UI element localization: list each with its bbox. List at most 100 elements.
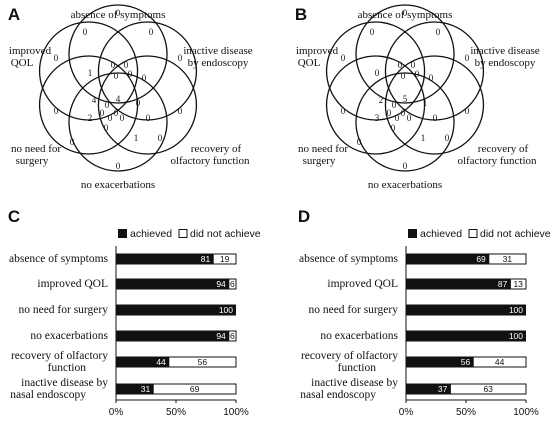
venn-region-count: 0 xyxy=(83,27,88,37)
venn-region-count: 0 xyxy=(142,73,147,83)
venn-region-count: 0 xyxy=(436,27,441,37)
venn-region-count: 0 xyxy=(178,106,183,116)
venn-region-count: 0 xyxy=(391,123,396,133)
data-label-not-achieved: 44 xyxy=(495,357,505,367)
venn-region-count: 1 xyxy=(423,98,428,108)
venn-region-count: 4 xyxy=(116,94,121,104)
bar-achieved xyxy=(116,304,236,316)
venn-label-no-exacerbations: no exacerbations xyxy=(81,179,155,191)
venn-region-count: 2 xyxy=(379,95,384,105)
data-label-achieved: 94 xyxy=(216,331,226,341)
category-label: improved QOL xyxy=(37,278,108,290)
venn-circle xyxy=(38,21,139,121)
category-label: no need for surgery xyxy=(308,304,398,316)
bar-achieved xyxy=(406,278,511,290)
venn-label-recovery-olfactory: olfactory function xyxy=(457,155,537,167)
venn-label-no-need-for-surgery: no need for xyxy=(11,143,61,155)
venn-region-count: 0 xyxy=(54,53,59,63)
data-label-achieved: 100 xyxy=(509,331,523,341)
x-tick-label: 100% xyxy=(223,407,249,418)
venn-region-count: 1 xyxy=(134,133,139,143)
data-label-not-achieved: 69 xyxy=(190,384,200,394)
data-label-achieved: 37 xyxy=(438,384,448,394)
venn-region-count: 0 xyxy=(465,106,470,116)
bar-achieved xyxy=(116,356,169,368)
venn-circle xyxy=(97,55,198,155)
venn-region-count: 0 xyxy=(415,69,420,79)
panel-letter-D: D xyxy=(298,207,310,226)
category-label: inactive disease by xyxy=(311,377,398,389)
venn-region-count: 5 xyxy=(403,94,408,104)
venn-region-count: 0 xyxy=(398,60,403,70)
bar-not-achieved xyxy=(472,356,527,368)
category-label: function xyxy=(338,362,377,374)
data-label-achieved: 31 xyxy=(141,384,151,394)
data-label-not-achieved: 31 xyxy=(503,254,513,264)
bar-achieved xyxy=(116,383,154,395)
venn-region-count: 0 xyxy=(158,133,163,143)
venn-region-count: 0 xyxy=(433,113,438,123)
panel-letter-B: B xyxy=(295,5,307,24)
venn-region-count: 0 xyxy=(108,113,113,123)
venn-label-inactive-disease: by endoscopy xyxy=(475,57,536,69)
x-tick-label: 50% xyxy=(166,407,186,418)
bar-not-achieved xyxy=(488,253,527,265)
venn-region-count: 0 xyxy=(146,113,151,123)
category-label: function xyxy=(48,362,87,374)
bar-achieved xyxy=(406,383,451,395)
venn-region-count: 0 xyxy=(392,100,397,110)
x-tick-label: 100% xyxy=(513,407,539,418)
venn-region-count: 0 xyxy=(149,27,154,37)
venn-region-count: 0 xyxy=(120,113,125,123)
bar-achieved xyxy=(116,278,229,290)
venn-region-count: 0 xyxy=(116,161,121,171)
bar-not-achieved xyxy=(509,278,527,290)
data-label-not-achieved: 6 xyxy=(230,331,235,341)
venn-region-count: 0 xyxy=(70,137,75,147)
venn-label-improved-qol: improved xyxy=(9,45,52,57)
data-label-achieved: 94 xyxy=(216,279,226,289)
bar-not-achieved xyxy=(228,330,237,342)
legend-swatch-not-achieved xyxy=(468,229,478,238)
venn-label-inactive-disease: inactive disease xyxy=(183,45,252,57)
category-label: nasal endoscopy xyxy=(10,389,86,401)
bar-achieved xyxy=(406,253,489,265)
legend-swatch-achieved xyxy=(118,229,127,238)
data-label-achieved: 69 xyxy=(476,254,486,264)
bar-achieved xyxy=(406,356,474,368)
bar-achieved xyxy=(406,330,526,342)
venn-label-improved-qol: QOL xyxy=(298,57,321,69)
venn-circle xyxy=(325,21,426,121)
bar-not-achieved xyxy=(212,253,237,265)
venn-label-recovery-olfactory: olfactory function xyxy=(170,155,250,167)
venn-circle xyxy=(384,21,485,121)
venn-label-absence-of-symptoms: absence of symptoms xyxy=(71,9,166,21)
data-label-not-achieved: 6 xyxy=(230,279,235,289)
venn-region-count: 4 xyxy=(92,95,97,105)
data-label-not-achieved: 19 xyxy=(220,254,230,264)
data-label-achieved: 100 xyxy=(509,305,523,315)
bar-chart-C xyxy=(115,229,237,403)
bar-achieved xyxy=(116,253,214,265)
bar-not-achieved xyxy=(168,356,237,368)
venn-circle xyxy=(355,4,455,104)
venn-region-count: 0 xyxy=(100,108,105,118)
venn-circle xyxy=(355,72,455,172)
category-label: nasal endoscopy xyxy=(300,389,376,401)
venn-panel-A xyxy=(38,4,198,172)
venn-region-count: 1 xyxy=(421,133,426,143)
venn-region-count: 0 xyxy=(401,108,406,118)
venn-label-no-need-for-surgery: no need for xyxy=(298,143,348,155)
venn-region-count: 0 xyxy=(445,133,450,143)
venn-region-count: 0 xyxy=(341,106,346,116)
venn-label-improved-qol: improved xyxy=(296,45,339,57)
legend-label-achieved: achieved xyxy=(130,228,172,240)
venn-region-count: 0 xyxy=(403,161,408,171)
venn-region-count: 0 xyxy=(114,71,119,81)
venn-region-count: 0 xyxy=(128,69,133,79)
venn-region-count: 0 xyxy=(114,108,119,118)
data-label-achieved: 87 xyxy=(498,279,508,289)
venn-label-recovery-olfactory: recovery of xyxy=(191,143,242,155)
bar-not-achieved xyxy=(152,383,237,395)
